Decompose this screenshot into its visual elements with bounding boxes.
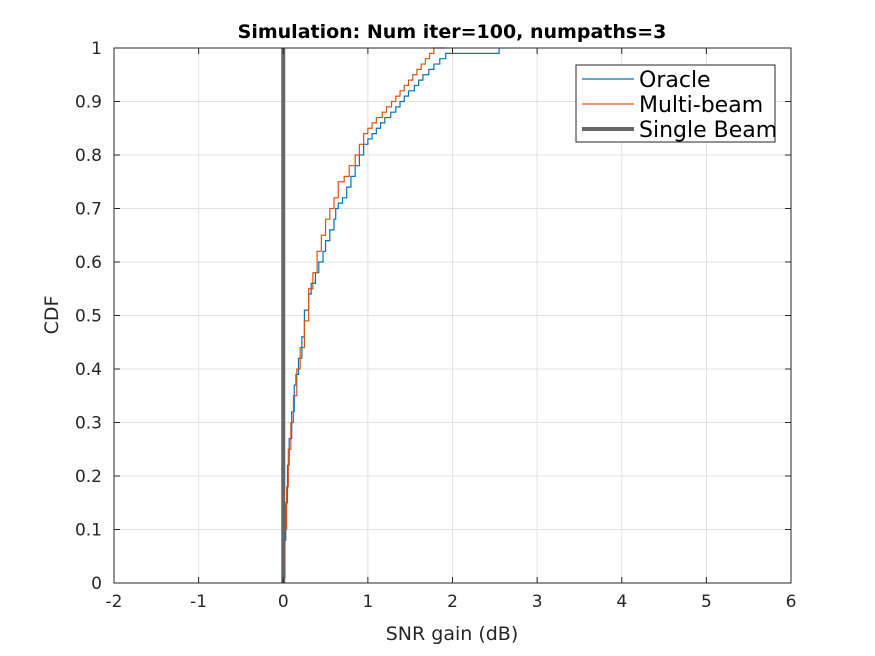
x-tick-label: 6 bbox=[786, 592, 797, 612]
legend-label: Multi-beam bbox=[639, 93, 763, 118]
y-tick-label: 0.5 bbox=[75, 307, 102, 327]
y-axis-label: CDF bbox=[41, 296, 63, 335]
y-tick-label: 0.9 bbox=[75, 93, 102, 113]
legend-label: Single Beam bbox=[639, 118, 777, 143]
ticks: -2 -1 0 1 2 3 4 5 6 0 0.1 0.2 0.3 0.4 0.5 0.6 0.7 0.8 0.9 1 bbox=[75, 39, 796, 612]
x-tick-label: 1 bbox=[362, 592, 373, 612]
y-tick-label: 0 bbox=[91, 574, 102, 594]
x-tick-label: 4 bbox=[616, 592, 627, 612]
y-tick-label: 0.6 bbox=[75, 253, 102, 273]
x-tick-label: 3 bbox=[532, 592, 543, 612]
y-tick-label: 0.4 bbox=[75, 360, 102, 380]
x-tick-label: 2 bbox=[447, 592, 458, 612]
chart-title: Simulation: Num iter=100, numpaths=3 bbox=[238, 21, 667, 43]
y-tick-label: 0.7 bbox=[75, 200, 102, 220]
series-line-oracle bbox=[282, 48, 500, 583]
x-tick-label: -2 bbox=[106, 592, 123, 612]
y-tick-label: 0.3 bbox=[75, 414, 102, 434]
series-layer bbox=[281, 47, 500, 583]
series-line-multi-beam bbox=[282, 47, 446, 583]
x-axis-label: SNR gain (dB) bbox=[386, 623, 519, 645]
x-tick-label: 0 bbox=[278, 592, 289, 612]
legend-label: Oracle bbox=[639, 68, 711, 93]
y-tick-label: 0.8 bbox=[75, 146, 102, 166]
y-tick-label: 0.2 bbox=[75, 467, 102, 487]
y-tick-label: 1 bbox=[91, 39, 102, 59]
x-tick-label: 5 bbox=[701, 592, 712, 612]
x-tick-label: -1 bbox=[190, 592, 207, 612]
y-tick-label: 0.1 bbox=[75, 521, 102, 541]
